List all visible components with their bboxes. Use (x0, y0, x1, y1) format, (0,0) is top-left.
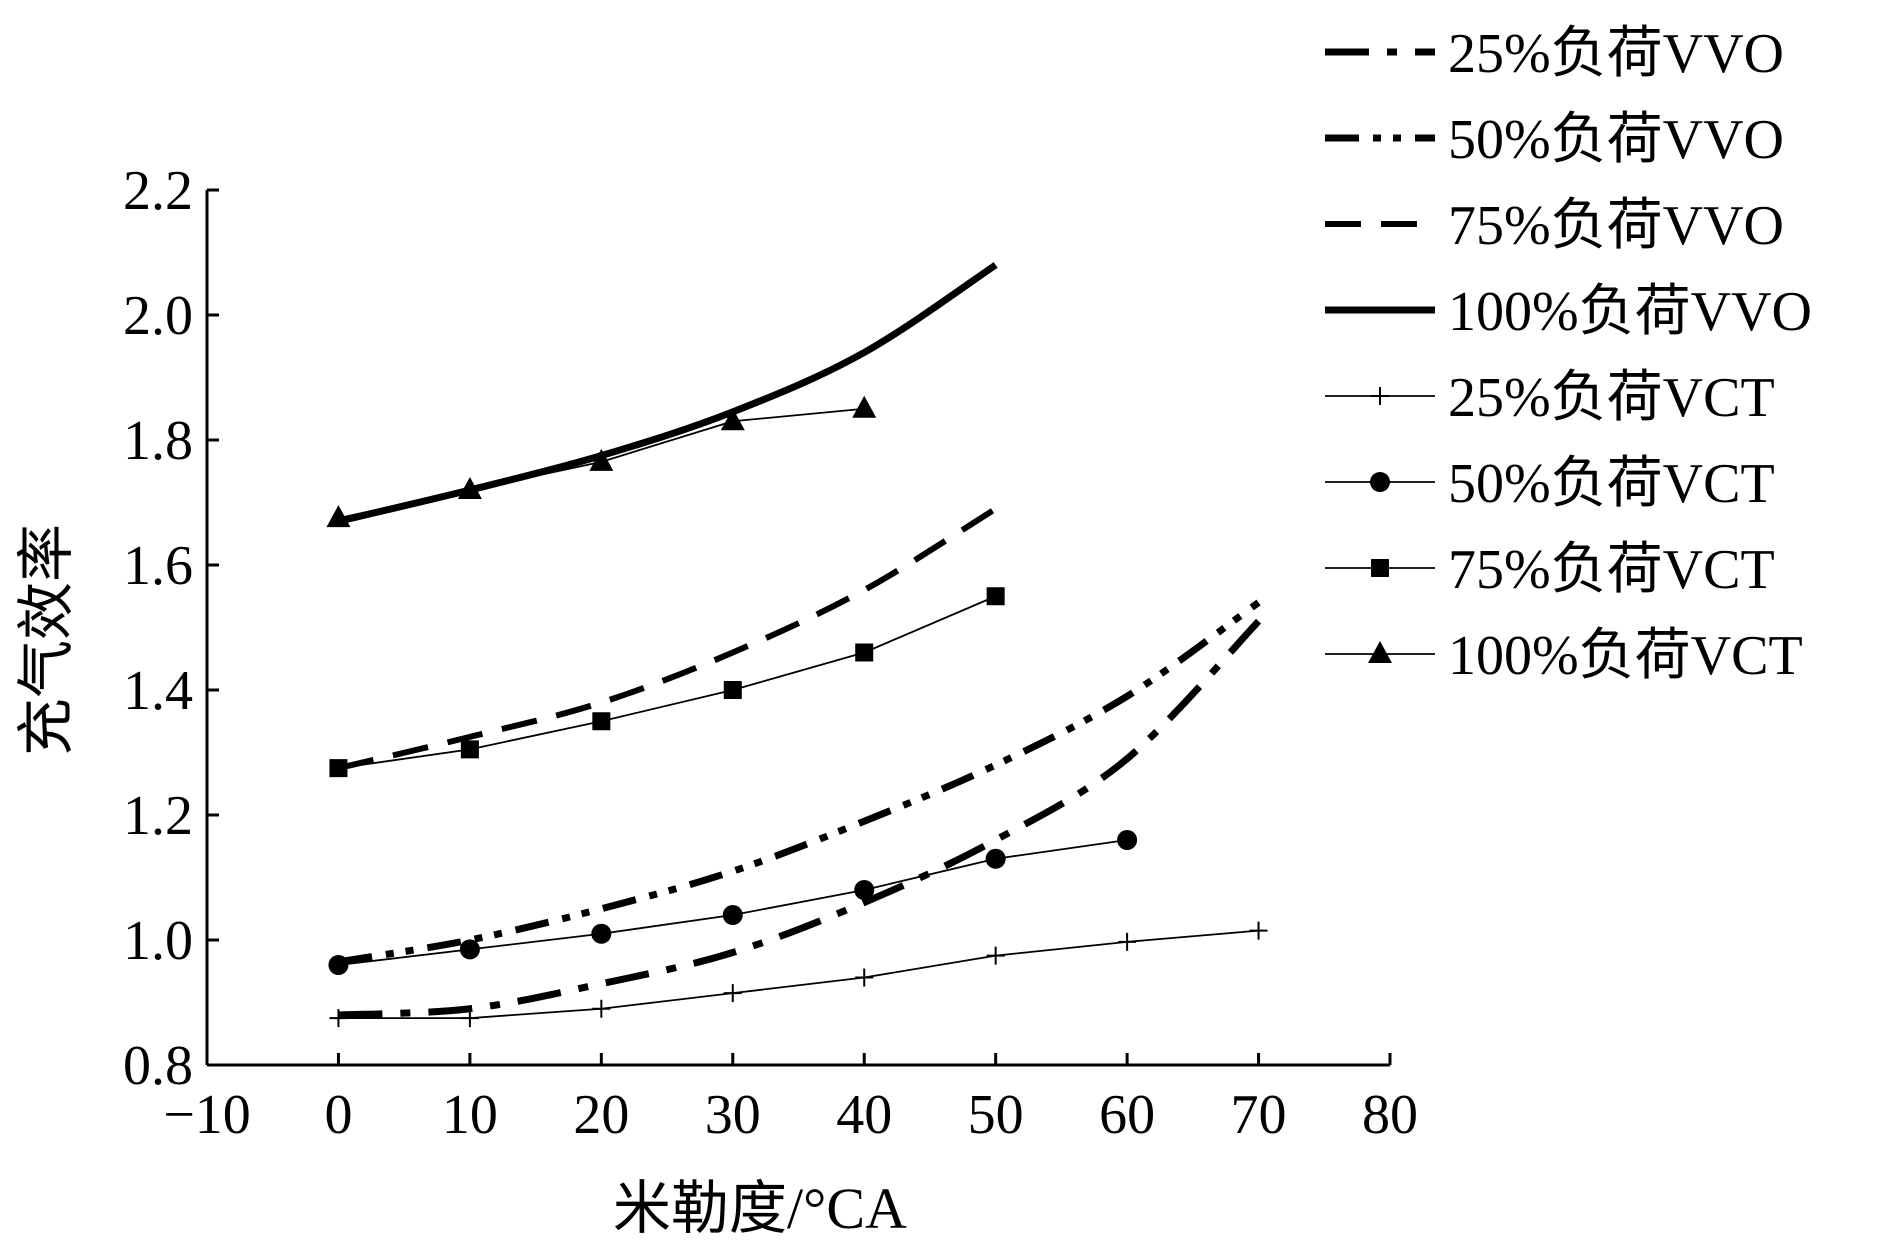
data-point (460, 740, 479, 759)
series-line (338, 618, 1262, 1019)
x-tick-label: 20 (573, 1084, 629, 1146)
legend-entry: 50%负荷VVO (1325, 109, 1784, 171)
series-line (337, 506, 998, 772)
series-7 (329, 587, 1005, 778)
series-group (326, 262, 1268, 1028)
y-tick-label: 1.2 (123, 785, 193, 847)
data-point (852, 395, 877, 418)
y-tick-label: 1.6 (123, 535, 193, 597)
data-point (460, 1009, 479, 1028)
data-point (720, 408, 745, 431)
data-point (1249, 921, 1268, 940)
legend-marker (1371, 559, 1389, 577)
data-point (1117, 830, 1138, 850)
legend-marker (1368, 641, 1392, 663)
legend-label: 50%负荷VVO (1448, 109, 1784, 171)
series-line (337, 262, 998, 525)
legend-entry: 75%负荷VVO (1325, 195, 1784, 257)
y-axis-title: 充气效率 (14, 524, 79, 756)
series-6 (328, 830, 1138, 975)
series-1 (338, 618, 1262, 1019)
legend-entry: 50%负荷VCT (1325, 453, 1775, 515)
legend-marker (1370, 472, 1390, 492)
series-5 (329, 921, 1268, 1028)
legend-label: 100%负荷VCT (1448, 625, 1803, 687)
legend-label: 50%负荷VCT (1448, 453, 1775, 515)
y-tick-label: 1.0 (123, 910, 193, 972)
series-8 (326, 395, 877, 528)
data-point (854, 880, 875, 900)
legend-entry: 25%负荷VCT (1325, 367, 1775, 429)
x-tick-label: 0 (324, 1084, 352, 1146)
data-point (592, 999, 611, 1018)
data-point (329, 1009, 348, 1028)
legend-label: 75%负荷VCT (1448, 539, 1775, 601)
data-point (328, 955, 349, 975)
data-point (592, 712, 611, 731)
series-4 (337, 262, 998, 525)
data-point (1118, 932, 1137, 951)
y-tick-label: 0.8 (123, 1035, 193, 1097)
data-point (986, 946, 1005, 965)
legend-label: 25%负荷VCT (1448, 367, 1775, 429)
data-point (591, 923, 612, 944)
data-point (855, 968, 874, 987)
data-point (457, 477, 482, 499)
legend-label: 100%负荷VVO (1448, 281, 1812, 343)
series-2 (337, 599, 1261, 966)
y-tick-label: 1.4 (123, 660, 193, 722)
legend-label: 25%负荷VVO (1448, 23, 1784, 85)
x-tick-label: 30 (705, 1084, 761, 1146)
data-point (723, 984, 742, 1003)
x-tick-label: 40 (836, 1084, 892, 1146)
legend-entry: 100%负荷VCT (1325, 625, 1803, 687)
legend-label: 75%负荷VVO (1448, 195, 1784, 257)
legend-entry: 25%负荷VVO (1325, 23, 1784, 85)
data-point (329, 759, 348, 778)
x-tick-label: 80 (1362, 1084, 1418, 1146)
series-line (338, 595, 997, 770)
data-point (589, 448, 614, 471)
data-point (985, 848, 1006, 869)
legend: 25%负荷VVO 50%负荷VVO 75%负荷VVO 100%负荷VVO 25%负荷VC… (1325, 23, 1812, 687)
series-line (337, 599, 1261, 966)
axes: −10 0 10 20 30 40 50 60 70 80 0.8 1.0 1.2 1.4 1.6 1.8 2.… (123, 160, 1418, 1146)
x-tick-label: −10 (163, 1084, 251, 1146)
series-line (338, 839, 1128, 966)
legend-entry: 75%负荷VCT (1325, 539, 1775, 601)
x-tick-label: 50 (968, 1084, 1024, 1146)
data-point (986, 587, 1005, 606)
x-axis-title: 米勒度/°CA (613, 1176, 907, 1241)
series-line (338, 929, 1259, 1020)
data-point (326, 505, 351, 528)
x-tick-label: 60 (1099, 1084, 1155, 1146)
data-point (855, 643, 874, 662)
y-tick-label: 1.8 (123, 410, 193, 472)
x-tick-label: 10 (442, 1084, 498, 1146)
legend-entry: 100%负荷VVO (1325, 281, 1812, 343)
data-point (723, 681, 742, 699)
x-tick-label: 70 (1231, 1084, 1287, 1146)
data-point (459, 939, 480, 960)
legend-marker (1371, 387, 1389, 405)
y-tick-label: 2.2 (123, 160, 193, 222)
data-point (722, 905, 743, 925)
series-3 (337, 506, 998, 772)
y-tick-label: 2.0 (123, 285, 193, 347)
